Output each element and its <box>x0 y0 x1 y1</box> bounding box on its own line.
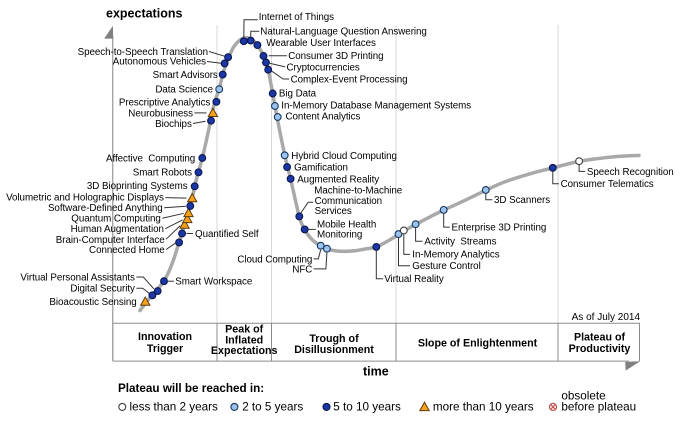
svg-text:Bioacoustic Sensing: Bioacoustic Sensing <box>49 297 136 308</box>
svg-text:Biochips: Biochips <box>155 119 192 130</box>
svg-text:Internet of Things: Internet of Things <box>259 12 334 23</box>
svg-text:NFC: NFC <box>292 264 312 275</box>
svg-text:Speech-to-Speech Translation: Speech-to-Speech Translation <box>78 47 208 58</box>
svg-text:Human Augmentation: Human Augmentation <box>71 224 164 235</box>
svg-text:Gamification: Gamification <box>294 163 348 174</box>
svg-text:Virtual Reality: Virtual Reality <box>384 274 444 285</box>
svg-text:In-Memory Database Management: In-Memory Database Management Systems <box>281 101 471 112</box>
svg-text:Software-Defined Anything: Software-Defined Anything <box>48 203 163 214</box>
svg-text:Consumer 3D Printing: Consumer 3D Printing <box>288 51 383 62</box>
svg-text:Connected Home: Connected Home <box>89 245 165 256</box>
svg-text:Productivity: Productivity <box>569 343 631 355</box>
svg-text:Expectations: Expectations <box>211 345 278 357</box>
svg-text:Innovation: Innovation <box>138 331 192 343</box>
svg-text:Hybrid Cloud Computing: Hybrid Cloud Computing <box>291 151 397 162</box>
svg-text:Autonomous Vehicles: Autonomous Vehicles <box>113 57 206 68</box>
svg-text:2 to 5 years: 2 to 5 years <box>242 401 303 414</box>
svg-text:3D Scanners: 3D Scanners <box>494 195 550 206</box>
svg-text:Services: Services <box>315 206 352 217</box>
svg-text:Complex-Event Processing: Complex-Event Processing <box>291 75 408 86</box>
svg-text:Smart Workspace: Smart Workspace <box>175 277 253 288</box>
svg-text:3D Bioprinting Systems: 3D Bioprinting Systems <box>87 181 188 192</box>
svg-text:Plateau will be reached in:: Plateau will be reached in: <box>118 382 264 395</box>
svg-text:less than 2 years: less than 2 years <box>130 401 219 414</box>
svg-text:Volumetric and Holographic Dis: Volumetric and Holographic Displays <box>6 193 164 204</box>
svg-text:Wearable User Interfaces: Wearable User Interfaces <box>266 38 376 49</box>
svg-text:Peak of: Peak of <box>225 324 263 336</box>
svg-text:more than 10 years: more than 10 years <box>433 401 534 414</box>
svg-text:Slope of Enlightenment: Slope of Enlightenment <box>418 338 538 350</box>
svg-text:Cryptocurrencies: Cryptocurrencies <box>287 63 360 74</box>
svg-text:Trigger: Trigger <box>147 343 183 355</box>
svg-text:Enterprise 3D Printing: Enterprise 3D Printing <box>452 223 547 234</box>
svg-text:In-Memory Analytics: In-Memory Analytics <box>412 250 499 261</box>
svg-text:As of July 2014: As of July 2014 <box>572 312 641 323</box>
svg-text:Machine-to-Machine: Machine-to-Machine <box>314 185 402 196</box>
svg-text:Mobile Health: Mobile Health <box>317 219 376 230</box>
svg-text:Natural-Language Question Answ: Natural-Language Question Answering <box>260 27 427 38</box>
svg-text:Digital Security: Digital Security <box>70 284 135 295</box>
svg-text:Prescriptive Analytics: Prescriptive Analytics <box>119 97 211 108</box>
svg-text:Augmented Reality: Augmented Reality <box>297 174 379 185</box>
svg-text:Consumer Telematics: Consumer Telematics <box>561 179 654 190</box>
svg-text:Disillusionment: Disillusionment <box>294 344 374 356</box>
svg-text:time: time <box>363 365 389 379</box>
svg-text:Gesture Control: Gesture Control <box>412 261 480 272</box>
svg-text:expectations: expectations <box>106 7 182 21</box>
svg-text:Virtual Personal Assistants: Virtual Personal Assistants <box>20 272 135 283</box>
svg-text:Content Analytics: Content Analytics <box>286 112 361 123</box>
svg-text:Trough of: Trough of <box>309 333 359 345</box>
svg-text:Smart Robots: Smart Robots <box>133 167 192 178</box>
svg-text:Communication: Communication <box>315 196 382 207</box>
svg-text:Brain-Computer Interface: Brain-Computer Interface <box>56 235 165 246</box>
svg-text:Big Data: Big Data <box>279 89 317 100</box>
svg-text:Data Science: Data Science <box>155 85 213 96</box>
svg-text:Neurobusiness: Neurobusiness <box>128 108 193 119</box>
svg-text:5 to 10 years: 5 to 10 years <box>333 401 401 414</box>
svg-text:obsolete: obsolete <box>561 390 605 403</box>
svg-text:Speech Recognition: Speech Recognition <box>587 167 674 178</box>
svg-text:Inflated: Inflated <box>225 334 263 346</box>
svg-text:before plateau: before plateau <box>561 401 636 414</box>
svg-text:Monitoring: Monitoring <box>317 229 362 240</box>
svg-text:Plateau of: Plateau of <box>574 331 626 343</box>
svg-text:Quantified Self: Quantified Self <box>195 229 259 240</box>
svg-text:Smart Advisors: Smart Advisors <box>153 70 218 81</box>
svg-text:Quantum Computing: Quantum Computing <box>71 214 161 225</box>
svg-text:Activity Streams: Activity Streams <box>424 237 496 248</box>
svg-text:Cloud Computing: Cloud Computing <box>237 255 312 266</box>
svg-text:Affective Computing: Affective Computing <box>106 154 195 165</box>
